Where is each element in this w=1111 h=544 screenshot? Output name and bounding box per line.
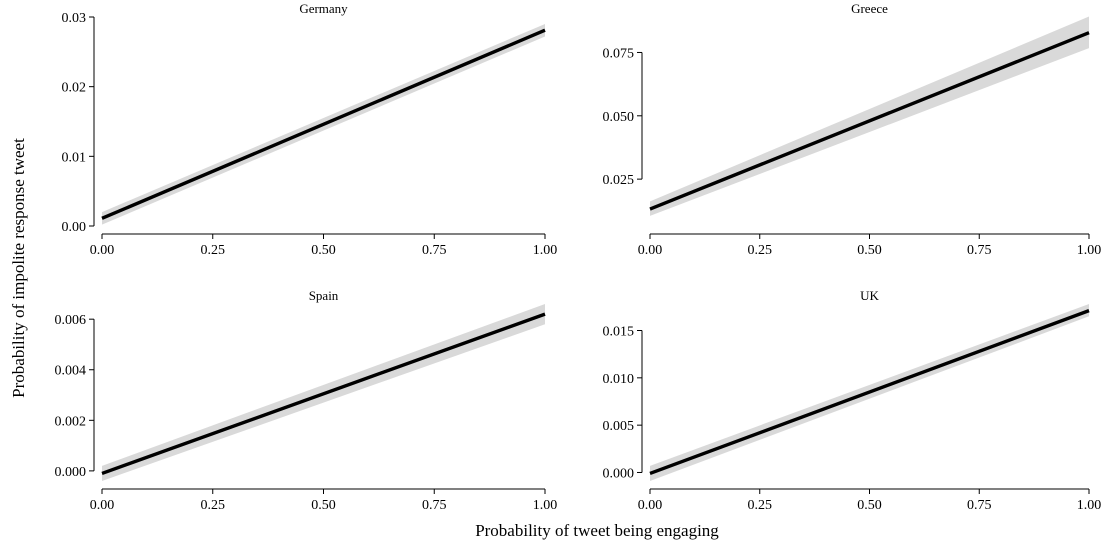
y-tick-label-greece: 0.025 bbox=[603, 173, 635, 188]
x-tick-label-spain: 1.00 bbox=[533, 498, 558, 513]
x-tick-label-germany: 0.50 bbox=[311, 243, 336, 258]
y-tick-label-greece: 0.075 bbox=[603, 46, 635, 61]
y-tick-label-spain: 0.002 bbox=[55, 414, 87, 429]
x-tick-label-germany: 0.00 bbox=[90, 243, 115, 258]
x-tick-label-germany: 0.75 bbox=[422, 243, 447, 258]
y-tick-label-spain: 0.004 bbox=[55, 364, 87, 379]
x-tick-label-greece: 0.50 bbox=[857, 243, 882, 258]
x-tick-label-uk: 0.00 bbox=[638, 498, 663, 513]
fit-line-uk bbox=[649, 309, 1090, 476]
y-tick-label-spain: 0.006 bbox=[55, 313, 87, 328]
x-tick-label-uk: 1.00 bbox=[1077, 498, 1102, 513]
y-tick-label-germany: 0.00 bbox=[62, 220, 87, 235]
y-tick-label-greece: 0.050 bbox=[603, 110, 635, 125]
y-tick-label-uk: 0.000 bbox=[603, 466, 635, 481]
y-tick-label-germany: 0.01 bbox=[62, 150, 87, 165]
panel-uk: UK 0.000 0.005 0.010 0.015 0.00 0.25 0.50 0.75 1.… bbox=[603, 288, 1102, 513]
y-tick-label-uk: 0.010 bbox=[603, 372, 635, 387]
panel-title-greece: Greece bbox=[851, 1, 888, 16]
x-tick-label-greece: 0.25 bbox=[748, 243, 773, 258]
y-tick-label-germany: 0.03 bbox=[62, 11, 87, 26]
x-tick-label-germany: 0.25 bbox=[201, 243, 226, 258]
panel-greece: Greece 0.025 0.050 0.075 0.00 0.25 0.50 0.75 1.0… bbox=[603, 1, 1102, 258]
x-tick-label-greece: 0.75 bbox=[967, 243, 992, 258]
panel-title-uk: UK bbox=[860, 288, 879, 303]
x-tick-label-spain: 0.50 bbox=[311, 498, 336, 513]
y-tick-label-germany: 0.02 bbox=[62, 81, 87, 96]
chart-panels: Germany 0.00 0.01 0.02 0.03 0.00 0.25 0.50 0.75 1… bbox=[55, 1, 1102, 513]
panel-spain: Spain 0.000 0.002 0.004 0.006 0.00 0.25 0.50 0.7… bbox=[55, 288, 558, 513]
confidence-band-greece bbox=[650, 16, 1089, 216]
x-tick-label-greece: 0.00 bbox=[638, 243, 663, 258]
y-tick-label-uk: 0.015 bbox=[603, 325, 635, 340]
x-tick-label-spain: 0.75 bbox=[422, 498, 447, 513]
panel-title-germany: Germany bbox=[299, 1, 348, 16]
y-axis-title: Probability of impolite response tweet bbox=[9, 138, 28, 398]
x-tick-label-uk: 0.50 bbox=[857, 498, 882, 513]
x-tick-label-greece: 1.00 bbox=[1077, 243, 1102, 258]
y-tick-label-uk: 0.005 bbox=[603, 419, 635, 434]
y-tick-label-spain: 0.000 bbox=[55, 465, 87, 480]
x-tick-label-spain: 0.25 bbox=[201, 498, 226, 513]
x-tick-label-uk: 0.25 bbox=[748, 498, 773, 513]
x-tick-label-germany: 1.00 bbox=[533, 243, 558, 258]
panel-title-spain: Spain bbox=[309, 288, 339, 303]
fit-line-spain bbox=[101, 312, 546, 476]
x-tick-label-uk: 0.75 bbox=[967, 498, 992, 513]
fit-line-greece bbox=[649, 31, 1090, 211]
fit-line-germany bbox=[101, 28, 546, 220]
x-tick-label-spain: 0.00 bbox=[90, 498, 115, 513]
x-axis-title: Probability of tweet being engaging bbox=[475, 521, 719, 540]
panel-germany: Germany 0.00 0.01 0.02 0.03 0.00 0.25 0.50 0.75 1… bbox=[62, 1, 558, 258]
